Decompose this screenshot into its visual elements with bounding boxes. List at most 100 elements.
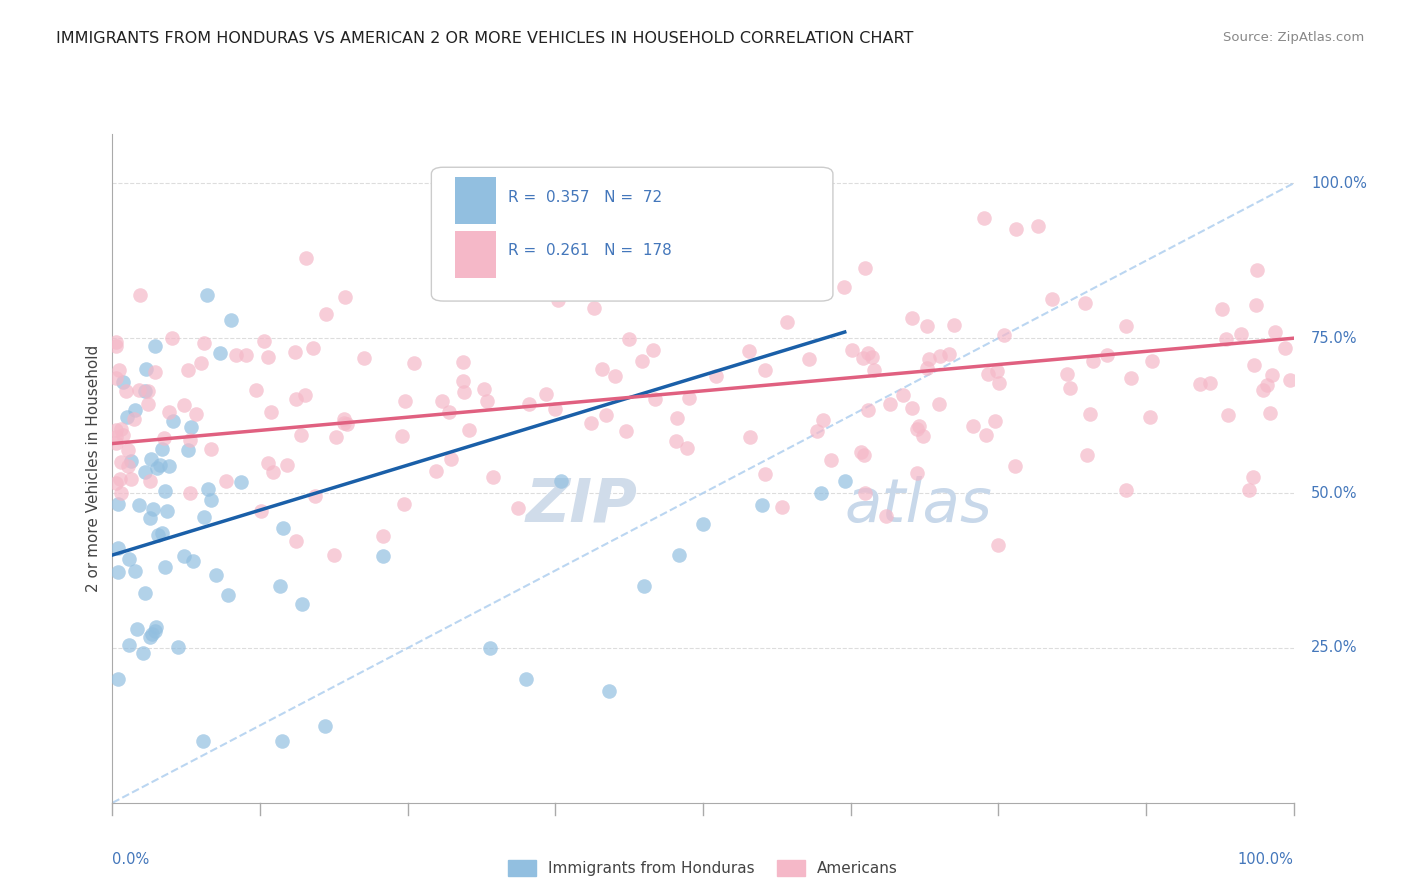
Point [134, 585, 156, 599]
Point [517, 397, 540, 411]
Point [863, 362, 886, 376]
Point [1218, 408, 1240, 422]
Text: Source: ZipAtlas.com: Source: ZipAtlas.com [1223, 31, 1364, 45]
Point [138, 397, 160, 411]
FancyBboxPatch shape [432, 168, 832, 301]
Point [125, 622, 148, 636]
Point [121, 471, 143, 485]
Point [143, 339, 166, 353]
Point [1211, 301, 1233, 316]
Point [754, 467, 776, 482]
Point [987, 538, 1010, 552]
Point [439, 451, 461, 466]
Text: R =  0.357   N =  72: R = 0.357 N = 72 [508, 190, 662, 205]
Point [515, 672, 537, 686]
Text: 100.0%: 100.0% [1312, 176, 1367, 191]
Point [1215, 332, 1237, 346]
Point [177, 443, 200, 458]
Point [1095, 347, 1118, 361]
Point [129, 288, 152, 302]
Point [107, 565, 129, 579]
Point [1243, 358, 1265, 372]
Point [1256, 378, 1278, 392]
Point [704, 369, 727, 384]
Point [614, 424, 637, 438]
Point [738, 430, 761, 444]
Text: R =  0.261   N =  178: R = 0.261 N = 178 [508, 244, 672, 259]
Point [180, 420, 202, 434]
Point [105, 371, 128, 385]
Point [1076, 448, 1098, 462]
Point [114, 384, 136, 398]
Point [799, 351, 821, 366]
Point [111, 375, 134, 389]
Point [806, 425, 828, 439]
Point [1115, 318, 1137, 333]
Point [479, 640, 502, 655]
Text: 75.0%: 75.0% [1312, 331, 1358, 346]
Point [250, 504, 273, 518]
Point [118, 638, 141, 652]
Point [853, 448, 876, 462]
Point [291, 597, 314, 611]
Point [820, 452, 842, 467]
Point [853, 260, 876, 275]
Point [1139, 410, 1161, 425]
Point [107, 541, 129, 555]
Point [583, 301, 606, 315]
Point [986, 364, 1008, 378]
Point [215, 474, 238, 488]
Point [665, 411, 688, 425]
Point [907, 421, 929, 435]
Point [120, 454, 142, 468]
Point [145, 620, 167, 634]
Point [776, 315, 799, 329]
Point [1121, 371, 1143, 385]
Point [860, 350, 883, 364]
Point [193, 510, 215, 524]
Point [856, 403, 879, 417]
Point [191, 734, 214, 748]
Point [875, 508, 897, 523]
Point [117, 443, 139, 458]
Point [905, 466, 928, 480]
Point [304, 489, 326, 503]
Point [139, 630, 162, 644]
Point [506, 501, 529, 516]
Point [983, 414, 1005, 428]
Point [110, 422, 132, 436]
Point [153, 484, 176, 499]
Point [1073, 296, 1095, 310]
Point [294, 251, 316, 265]
Point [333, 417, 356, 431]
Point [285, 392, 308, 406]
Point [856, 346, 879, 360]
Point [603, 369, 626, 384]
Point [177, 362, 200, 376]
Point [1274, 341, 1296, 355]
Legend: Immigrants from Honduras, Americans: Immigrants from Honduras, Americans [502, 854, 904, 882]
Point [1258, 406, 1281, 420]
Point [105, 339, 128, 353]
Point [692, 517, 714, 532]
Point [139, 511, 162, 525]
Point [754, 363, 776, 377]
Point [595, 408, 617, 422]
Bar [456, 231, 496, 277]
Point [235, 348, 257, 362]
Point [195, 288, 218, 302]
Point [1040, 292, 1063, 306]
Point [225, 348, 247, 362]
Point [841, 343, 863, 358]
Point [118, 552, 141, 566]
Point [153, 431, 176, 445]
Point [678, 392, 700, 406]
Point [591, 362, 613, 376]
Point [482, 470, 505, 484]
Point [371, 529, 394, 543]
Point [353, 351, 375, 366]
Point [437, 405, 460, 419]
Point [1198, 376, 1220, 391]
Point [617, 333, 640, 347]
Point [987, 376, 1010, 391]
